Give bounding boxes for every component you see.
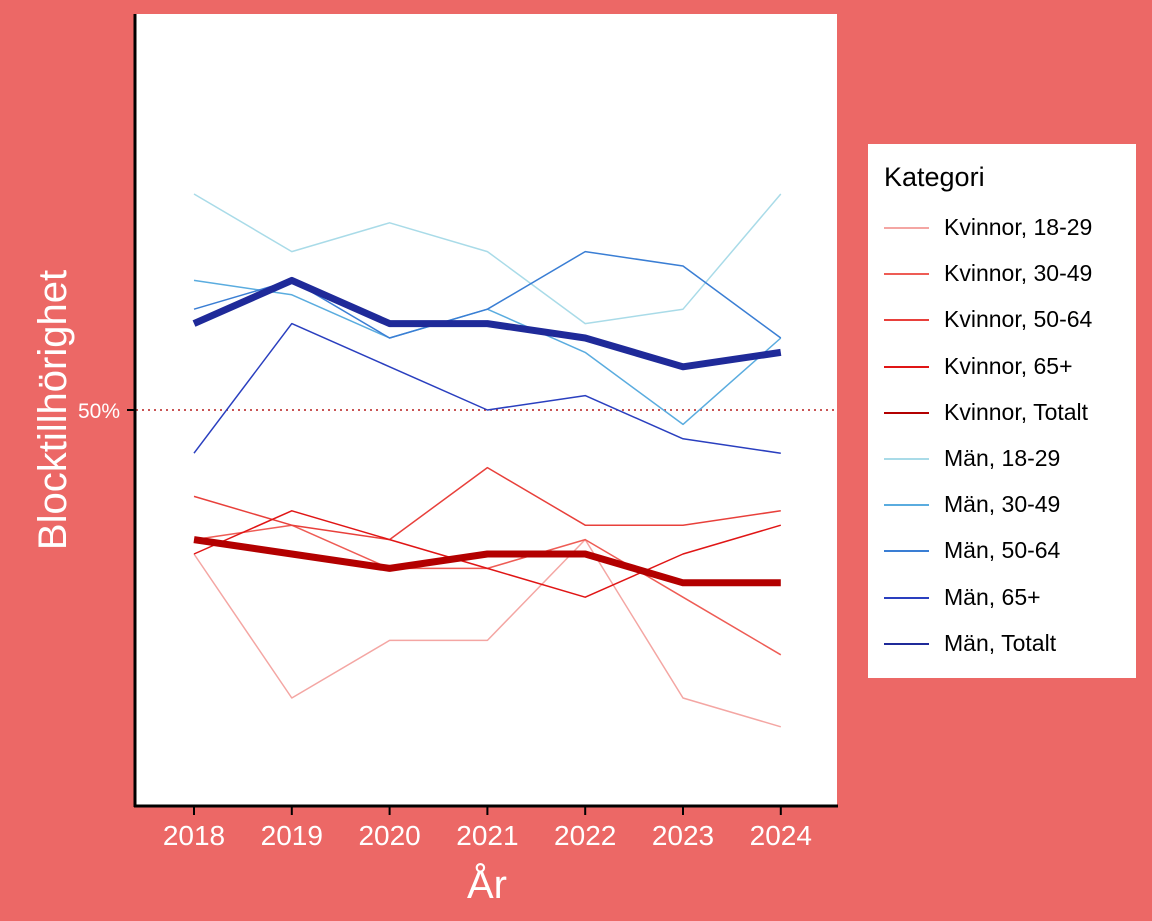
legend-item: Kvinnor, 18-29 (884, 208, 1134, 248)
x-axis-title: År (467, 862, 507, 907)
x-tick-label: 2024 (750, 820, 812, 851)
legend-label: Män, 65+ (944, 583, 1041, 610)
legend-swatch (884, 411, 929, 414)
legend-swatch (884, 642, 929, 645)
legend-item: Män, 18-29 (884, 439, 1134, 479)
legend-label: Kvinnor, Totalt (944, 398, 1089, 425)
legend-item: Män, Totalt (884, 624, 1134, 664)
x-tick-label: 2023 (652, 820, 714, 851)
y-axis-title: Blocktillhörighet (31, 270, 75, 550)
x-tick-label: 2021 (456, 820, 518, 851)
legend-swatch (884, 227, 929, 229)
series-line-män-totalt (192, 276, 782, 371)
legend-item: Män, 65+ (884, 578, 1134, 618)
series-line-kvinnor-50-64 (193, 466, 781, 541)
x-tick-label: 2022 (554, 820, 616, 851)
legend-swatch (884, 504, 929, 507)
x-tick-label: 2019 (261, 820, 323, 851)
legend-item: Kvinnor, 50-64 (884, 300, 1134, 340)
series-line-män-30-49 (193, 279, 782, 426)
legend-title: Kategori (884, 162, 985, 192)
legend-swatch (884, 596, 929, 599)
legend-label: Män, 50-64 (944, 537, 1061, 564)
legend-swatch (884, 550, 929, 553)
series-line-män-18-29 (193, 193, 782, 325)
legend-label: Kvinnor, 30-49 (944, 260, 1093, 287)
legend-label: Män, 30-49 (944, 491, 1061, 518)
legend-swatch (884, 273, 929, 276)
legend-item: Kvinnor, Totalt (884, 393, 1134, 433)
legend-label: Kvinnor, 18-29 (944, 214, 1093, 240)
y-tick-label: 50% (78, 400, 120, 423)
series-line-män-65 (193, 322, 781, 454)
legend-swatch (884, 458, 929, 460)
series-line-kvinnor-totalt (193, 536, 781, 587)
legend: Kategori Kvinnor, 18-29 Kvinnor, 30-49 Kvi… (868, 144, 1136, 678)
x-tick-label: 2018 (163, 820, 225, 851)
series-line-kvinnor-18-29 (193, 538, 782, 728)
legend-swatch (884, 365, 929, 368)
legend-item: Män, 30-49 (884, 485, 1134, 525)
series-line-kvinnor-65 (193, 510, 782, 598)
legend-item: Kvinnor, 65+ (884, 347, 1134, 387)
series-line-kvinnor-30-49 (193, 524, 782, 656)
legend-item: Män, 50-64 (884, 531, 1134, 571)
legend-item: Kvinnor, 30-49 (884, 254, 1134, 294)
legend-label: Kvinnor, 50-64 (944, 306, 1093, 333)
legend-label: Män, 18-29 (944, 445, 1061, 471)
legend-swatch (884, 319, 929, 322)
legend-label: Män, Totalt (944, 629, 1057, 656)
x-tick-label: 2020 (358, 820, 420, 851)
legend-label: Kvinnor, 65+ (944, 352, 1073, 379)
